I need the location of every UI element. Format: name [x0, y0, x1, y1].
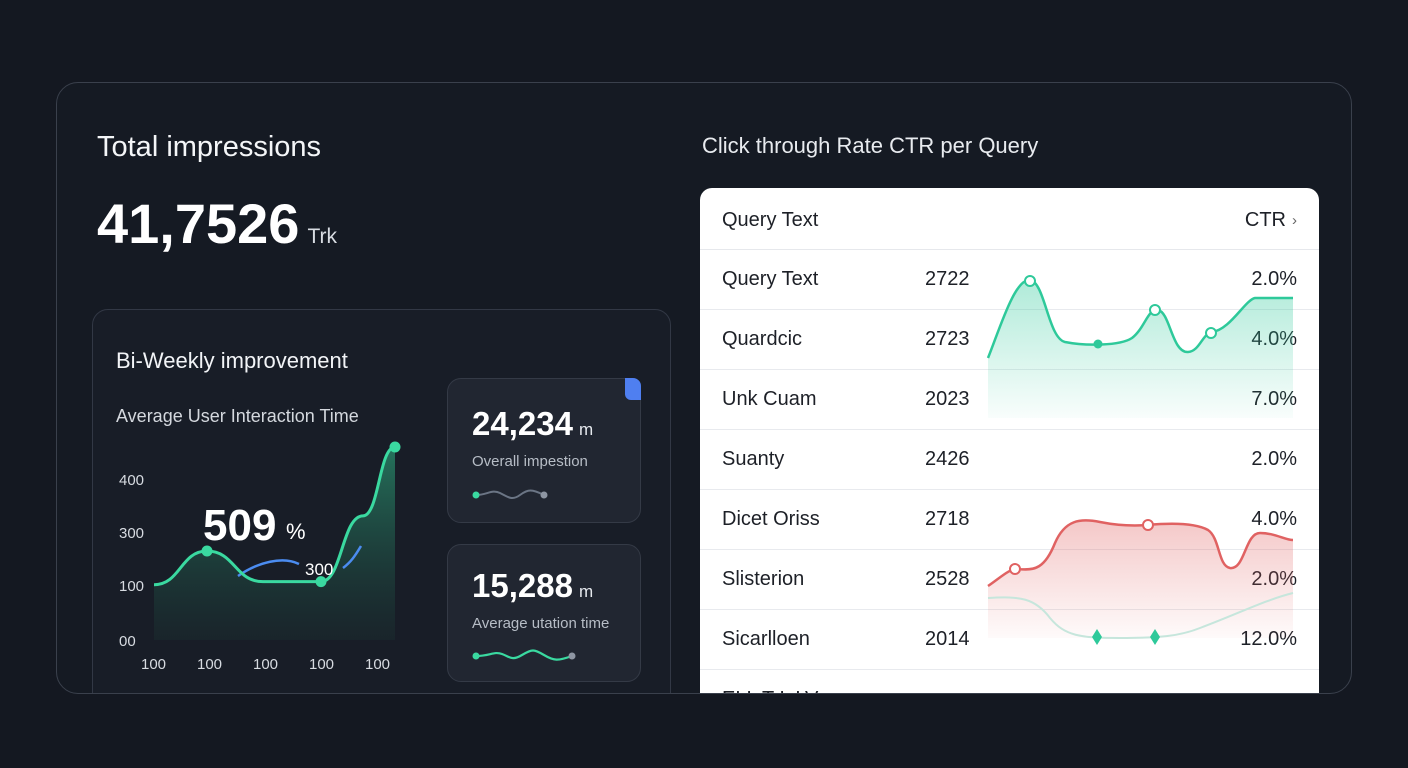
table-row[interactable]: Sicarlloen 2014 12.0% — [700, 610, 1319, 670]
table-row[interactable]: Query Text 2722 2.0% — [700, 250, 1319, 310]
chart-point — [201, 545, 213, 557]
header-ctr-sort[interactable]: CTR › — [1245, 209, 1297, 232]
overall-impression-sparkline — [472, 489, 548, 500]
table-row[interactable]: Dicet Oriss 2718 4.0% — [700, 490, 1319, 550]
table-row[interactable]: ELL T L LV — [700, 670, 1319, 693]
big-percent-unit: % — [286, 519, 306, 544]
row-query-text: Quardcic — [722, 328, 803, 350]
corner-tag — [625, 378, 641, 400]
overall-impression-label: Overall impestion — [472, 453, 588, 470]
callout-value: 300 — [305, 560, 333, 579]
big-percent-value: 509 — [203, 501, 276, 550]
row-ctr-value: 4.0% — [1251, 328, 1297, 350]
row-query-text: Dicet Oriss — [722, 508, 820, 530]
interaction-area — [154, 447, 395, 640]
row-query-text: Suanty — [722, 448, 785, 470]
table-row[interactable]: Slisterion 2528 2.0% — [700, 550, 1319, 610]
total-impressions-value-group: 41,7526 Trk — [97, 191, 337, 256]
row-count: 2718 — [925, 508, 970, 530]
overall-impression-value-group: 24,234 m — [472, 405, 593, 443]
chevron-right-icon: › — [1292, 212, 1297, 229]
biweekly-panel: Bi-Weekly improvement Average User Inter… — [92, 309, 671, 693]
row-count: 2723 — [925, 328, 970, 350]
y-tick-label: 00 — [119, 633, 136, 650]
chart-point — [315, 576, 327, 588]
average-time-sparkline — [472, 649, 576, 661]
table-row[interactable]: Quardcic 2723 4.0% — [700, 310, 1319, 370]
y-tick-label: 300 — [119, 525, 144, 542]
comparison-line — [237, 545, 363, 578]
y-tick-label: 100 — [119, 578, 144, 595]
row-query-text: Query Text — [722, 268, 819, 290]
header-query-text[interactable]: Query Text — [722, 209, 819, 231]
row-ctr-value: 7.0% — [1251, 388, 1297, 410]
ctr-table-header: Query Text CTR › — [700, 188, 1319, 250]
interaction-time-subtitle: Average User Interaction Time — [116, 406, 359, 426]
row-count: 2014 — [925, 628, 970, 650]
row-query-text: ELL T L LV — [722, 688, 818, 693]
total-impressions-unit: Trk — [307, 225, 337, 248]
table-row[interactable]: Suanty 2426 2.0% — [700, 430, 1319, 490]
average-time-card[interactable]: 15,288 m Average utation time — [447, 544, 641, 682]
dashboard-card: Total impressions 41,7526 Trk Bi-Weekly … — [56, 82, 1352, 694]
table-row[interactable]: Unk Cuam 2023 7.0% — [700, 370, 1319, 430]
x-tick-label: 100 — [309, 656, 334, 673]
total-impressions-title: Total impressions — [97, 131, 322, 163]
row-ctr-value: 2.0% — [1251, 268, 1297, 290]
row-ctr-value: 2.0% — [1251, 448, 1297, 470]
average-time-value-group: 15,288 m — [472, 567, 593, 605]
row-ctr-value: 4.0% — [1251, 508, 1297, 530]
x-tick-label: 100 — [197, 656, 222, 673]
row-count: 2023 — [925, 388, 970, 410]
interaction-time-chart: 400 300 100 00 100 100 100 100 100 509 % 300 — [119, 441, 401, 673]
row-count: 2426 — [925, 448, 970, 470]
row-query-text: Sicarlloen — [722, 628, 810, 650]
biweekly-title: Bi-Weekly improvement — [116, 348, 348, 373]
x-tick-label: 100 — [141, 656, 166, 673]
row-ctr-value: 12.0% — [1240, 628, 1297, 650]
overall-impression-value: 24,234 — [472, 405, 573, 442]
x-tick-label: 100 — [253, 656, 278, 673]
row-ctr-value: 2.0% — [1251, 568, 1297, 590]
ctr-table: Query Text CTR › Query Text 2722 2.0% Quard… — [700, 188, 1319, 693]
ctr-title: Click through Rate CTR per Query — [702, 133, 1039, 158]
row-query-text: Unk Cuam — [722, 388, 817, 410]
chart-point — [389, 441, 401, 453]
average-time-label: Average utation time — [472, 615, 610, 632]
overall-impression-unit: m — [578, 420, 594, 439]
x-tick-label: 100 — [365, 656, 390, 673]
total-impressions-value: 41,7526 — [97, 192, 300, 255]
row-query-text: Slisterion — [722, 568, 805, 590]
row-count: 2722 — [925, 268, 970, 290]
average-time-value: 15,288 — [472, 567, 573, 604]
interaction-line — [153, 445, 396, 587]
overall-impression-card[interactable]: 24,234 m Overall impestion — [447, 378, 641, 523]
y-tick-label: 400 — [119, 472, 144, 489]
row-count: 2528 — [925, 568, 970, 590]
header-ctr-label: CTR — [1244, 209, 1286, 231]
average-time-unit: m — [578, 582, 594, 601]
